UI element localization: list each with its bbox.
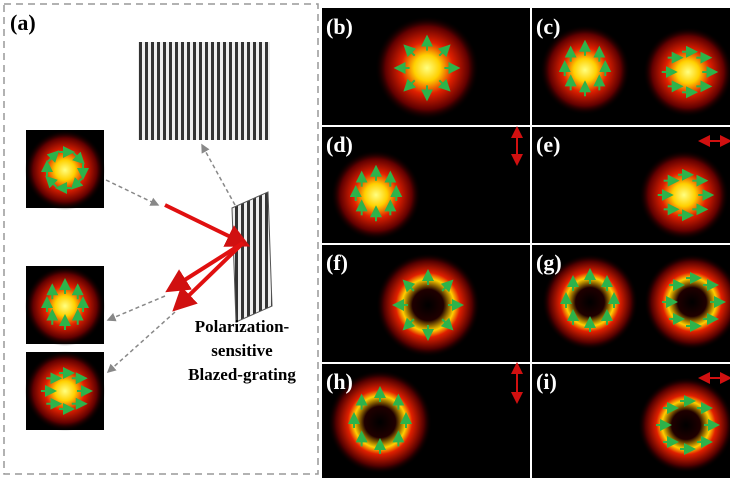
donut-beam bbox=[376, 253, 480, 357]
grating-label: sensitive bbox=[211, 341, 273, 360]
gaussian-beam bbox=[643, 27, 730, 117]
panel-label: (g) bbox=[536, 250, 562, 275]
beams bbox=[165, 205, 243, 306]
panel-label: (h) bbox=[326, 369, 353, 394]
panel-label: (e) bbox=[536, 132, 560, 157]
gaussian-beam bbox=[331, 150, 421, 240]
gaussian-beam bbox=[25, 351, 105, 431]
panel-label: (f) bbox=[326, 250, 348, 275]
figure: (a) (b) (c) (d) (e) (f) (g) (h) (i) Pola… bbox=[0, 0, 730, 478]
gaussian-beam bbox=[375, 16, 479, 120]
grating-device bbox=[232, 192, 272, 322]
panel-label: (b) bbox=[326, 14, 353, 39]
grating-label: Polarization- bbox=[195, 317, 290, 336]
donut-beam bbox=[638, 377, 730, 473]
grating-pattern bbox=[138, 42, 270, 140]
panel-label: (c) bbox=[536, 14, 560, 39]
gaussian-beam bbox=[639, 150, 729, 240]
gaussian-beam bbox=[25, 130, 105, 210]
grating-label: Blazed-grating bbox=[188, 365, 296, 384]
gaussian-beam bbox=[25, 266, 105, 346]
panel-label: (a) bbox=[10, 10, 36, 35]
panel-label: (d) bbox=[326, 132, 353, 157]
panel-label: (i) bbox=[536, 369, 557, 394]
